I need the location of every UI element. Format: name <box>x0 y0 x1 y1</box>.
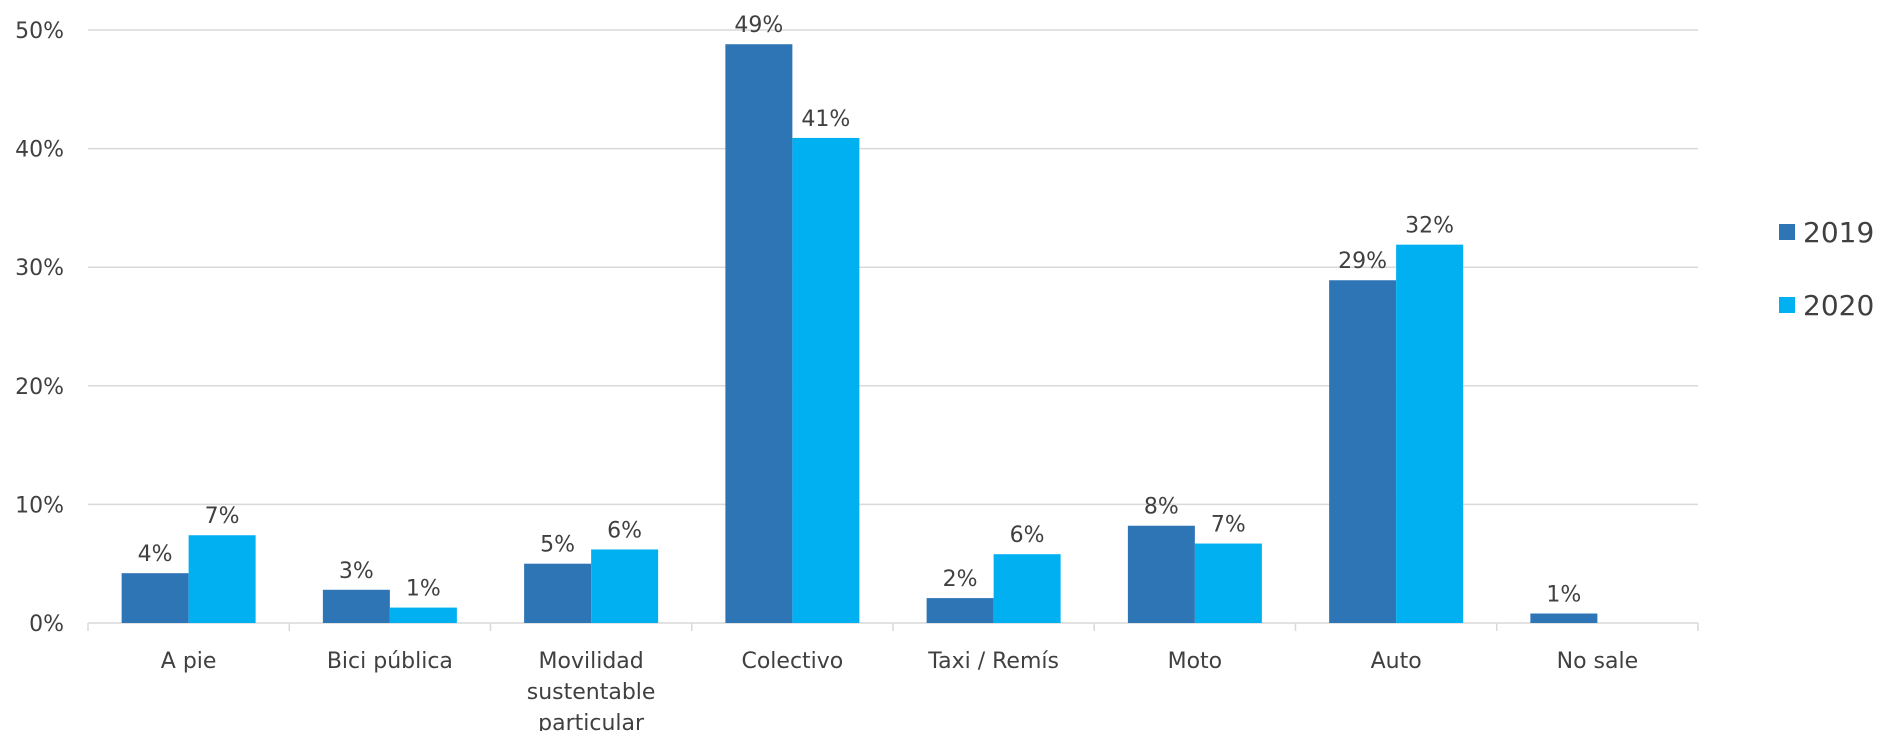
legend: 2019 2020 <box>1779 216 1874 322</box>
data-label: 1% <box>406 577 441 602</box>
x-tick-label: Taxi / Remís <box>927 649 1059 674</box>
data-label: 3% <box>339 559 374 584</box>
y-tick-label: 50% <box>15 19 64 44</box>
y-tick-label: 10% <box>15 493 64 518</box>
legend-label: 2020 <box>1803 289 1874 322</box>
x-tick-label-line: Moto <box>1168 649 1223 674</box>
x-axis: A pie Bici pública Movilidad sustentable par… <box>87 622 1699 731</box>
data-label: 8% <box>1144 495 1179 520</box>
x-tick-label-line: No sale <box>1557 649 1639 674</box>
bar-2019-6 <box>1329 280 1397 623</box>
x-tick-label-line: Colectivo <box>741 649 843 674</box>
x-tick-label-line: sustentable <box>527 680 656 705</box>
bar-2020-0 <box>188 535 256 623</box>
x-tick-label-line: A pie <box>161 649 217 674</box>
x-tick-label: No sale <box>1557 649 1639 674</box>
bar-2019-4 <box>926 598 994 623</box>
bar-2019-7 <box>1530 613 1598 623</box>
y-tick-label: 20% <box>15 375 64 400</box>
data-label: 32% <box>1405 214 1454 239</box>
data-label: 7% <box>1211 513 1246 538</box>
legend-swatch-2020 <box>1779 297 1795 313</box>
bar-2019-0 <box>121 573 189 623</box>
data-label: 6% <box>1010 523 1045 548</box>
x-tick-label-line: Movilidad <box>539 649 644 674</box>
x-tick-label: Moto <box>1168 649 1223 674</box>
data-label: 29% <box>1338 249 1387 274</box>
data-label: 6% <box>607 518 642 543</box>
x-tick-label: A pie <box>161 649 217 674</box>
bar-2020-3 <box>792 137 860 623</box>
bar-2020-2 <box>591 549 659 623</box>
bar-2019-2 <box>524 563 592 623</box>
legend-swatch-2019 <box>1779 224 1795 240</box>
bar-2020-5 <box>1194 543 1262 623</box>
data-label: 5% <box>540 533 575 558</box>
data-label: 2% <box>943 567 978 592</box>
x-tick-label: Auto <box>1371 649 1422 674</box>
bar-2019-1 <box>322 589 390 623</box>
x-tick-label: Movilidad sustentable particular <box>527 649 656 731</box>
bar-2019-3 <box>725 44 793 624</box>
bar-2020-4 <box>993 554 1061 623</box>
x-tick-label-line: Auto <box>1371 649 1422 674</box>
y-tick-label: 40% <box>15 138 64 163</box>
data-labels: 4% 7% 3% 1% 5% 6% 49% 41% 2% 6% 8% 7% 29% 32% 1% <box>138 13 1582 607</box>
bars <box>121 44 1598 624</box>
y-tick-label: 0% <box>29 612 64 637</box>
legend-label: 2019 <box>1803 216 1874 249</box>
x-tick-label: Colectivo <box>741 649 843 674</box>
x-tick-label-line: Bici pública <box>327 649 453 674</box>
bar-2020-6 <box>1396 244 1464 623</box>
data-label: 1% <box>1546 583 1581 608</box>
y-axis: 0% 10% 20% 30% 40% 50% <box>15 19 64 637</box>
bar-2019-5 <box>1127 525 1195 623</box>
x-tick-label: Bici pública <box>327 649 453 674</box>
data-label: 41% <box>801 107 850 132</box>
data-label: 4% <box>138 542 173 567</box>
data-label: 49% <box>734 13 783 38</box>
x-tick-label-line: Taxi / Remís <box>927 649 1059 674</box>
bar-2020-1 <box>389 607 457 623</box>
x-tick-label-line: particular <box>538 711 645 731</box>
data-label: 7% <box>205 504 240 529</box>
y-tick-label: 30% <box>15 256 64 281</box>
